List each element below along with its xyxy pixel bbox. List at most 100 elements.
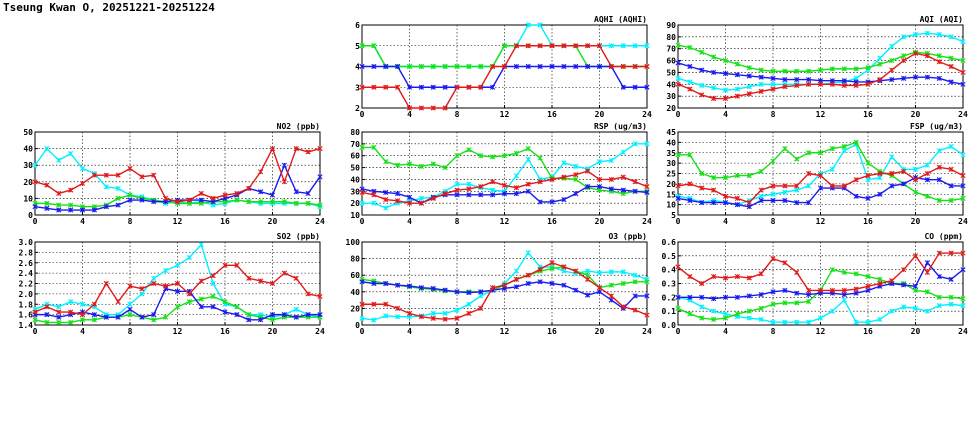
aqi-y-tick-label: 30	[666, 92, 676, 101]
fsp-blue-point	[782, 197, 788, 204]
so2-blue-point	[210, 304, 216, 310]
no2-red-point	[258, 169, 264, 175]
co-cyan-point	[770, 319, 776, 325]
o3-series-blue	[359, 279, 650, 311]
fsp-red-point	[901, 168, 907, 175]
fsp-red-point	[770, 183, 776, 189]
fsp-blue-point	[675, 195, 681, 201]
so2-blue-point	[127, 306, 133, 313]
rsp-red-point	[371, 192, 377, 198]
o3-x-tick-label: 0	[360, 327, 365, 336]
rsp-chart: RSP (ug/m3) 0 4 8 12 16 20 24 10 20 30 40 50 60 70 80	[350, 122, 652, 226]
co-red-point	[853, 286, 859, 292]
aqi-blue-point	[758, 74, 764, 80]
co-cyan-point	[936, 303, 942, 309]
o3-red-point	[442, 316, 448, 322]
fsp-red-point	[948, 166, 954, 172]
no2-red-point	[79, 180, 86, 187]
aqhi-green-point	[466, 63, 472, 70]
no2-x-tick-label: 24	[315, 217, 325, 226]
co-green-point	[687, 311, 693, 317]
no2-red-point	[163, 195, 169, 201]
fsp-cyan-point	[877, 175, 883, 181]
no2-blue-point	[32, 204, 38, 210]
so2-x-tick-label: 24	[315, 327, 325, 336]
fsp-green-point	[722, 175, 729, 181]
o3-red-point	[359, 301, 365, 307]
aqi-blue-point	[734, 72, 740, 78]
so2-red-point	[186, 291, 192, 297]
fsp-red-point	[912, 177, 919, 183]
rsp-x-tick-label: 20	[595, 217, 605, 226]
no2-x-tick-label: 4	[80, 217, 85, 226]
rsp-cyan-point	[632, 141, 638, 147]
o3-x-tick-label: 12	[500, 327, 510, 336]
rsp-red-point	[395, 198, 401, 204]
aqi-green-point	[901, 53, 907, 59]
aqi-red-point	[912, 50, 919, 57]
o3-cyan-point	[359, 315, 365, 321]
aqi-x-tick-label: 16	[863, 110, 873, 119]
no2-cyan-point	[56, 157, 62, 163]
aqhi-x-tick-label: 12	[500, 110, 510, 119]
so2-red-point	[258, 278, 264, 284]
rsp-red-point	[406, 200, 413, 206]
fsp-blue-point	[770, 197, 776, 204]
rsp-x-tick-label: 12	[500, 217, 510, 226]
co-cyan-point	[853, 319, 859, 325]
aqhi-red-point	[501, 63, 508, 70]
no2-red-point	[174, 199, 181, 205]
rsp-green-point	[395, 162, 401, 168]
rsp-y-tick-label: 80	[350, 128, 360, 137]
no2-red-point	[151, 172, 157, 178]
aqhi-blue-point	[359, 63, 365, 70]
no2-red-point	[32, 179, 38, 185]
fsp-blue-point	[948, 183, 954, 189]
co-cyan-point	[948, 301, 954, 307]
co-y-tick-label: 0.4	[662, 266, 677, 275]
o3-red-point	[383, 301, 389, 307]
o3-green-point	[608, 282, 614, 288]
fsp-blue-point	[865, 195, 871, 201]
o3-blue-point	[430, 285, 436, 292]
aqhi-red-point	[549, 43, 555, 49]
co-blue-point	[936, 273, 942, 280]
co-red-point	[912, 253, 919, 259]
o3-red-point	[454, 315, 460, 321]
aqhi-green-point	[442, 63, 448, 70]
co-green-point	[806, 298, 812, 305]
aqhi-blue-point	[371, 63, 377, 70]
so2-green-point	[91, 317, 97, 323]
o3-red-point	[371, 301, 377, 307]
co-blue-point	[722, 294, 729, 300]
aqi-series-red	[675, 50, 966, 102]
o3-series-red	[359, 260, 650, 322]
rsp-red-point	[501, 182, 508, 188]
aqhi-red-point	[406, 105, 413, 111]
so2-cyan-point	[293, 306, 299, 313]
co-red-point	[960, 250, 966, 256]
rsp-series-cyan	[359, 141, 650, 211]
aqi-green-point	[853, 66, 859, 72]
co-series-blue	[675, 260, 966, 302]
no2-blue-point	[281, 162, 287, 168]
co-red-point	[948, 250, 954, 256]
aqi-red-point	[865, 81, 871, 87]
o3-red-point	[620, 304, 626, 310]
so2-green-point	[186, 299, 192, 305]
aqi-x-tick-label: 24	[958, 110, 968, 119]
aqhi-red-point	[513, 43, 519, 49]
o3-blue-point	[549, 280, 555, 287]
so2-red-point	[222, 262, 228, 268]
o3-green-point	[585, 272, 591, 278]
aqhi-blue-point	[620, 84, 626, 90]
no2-red-point	[293, 146, 299, 152]
o3-blue-point	[478, 289, 484, 295]
no2-green-point	[293, 200, 299, 206]
so2-cyan-point	[68, 299, 74, 305]
no2-green-point	[258, 199, 264, 205]
co-y-tick-label: 0.6	[662, 238, 677, 247]
fsp-cyan-point	[829, 166, 835, 172]
aqhi-blue-point	[632, 84, 638, 90]
fsp-blue-point	[901, 181, 907, 187]
